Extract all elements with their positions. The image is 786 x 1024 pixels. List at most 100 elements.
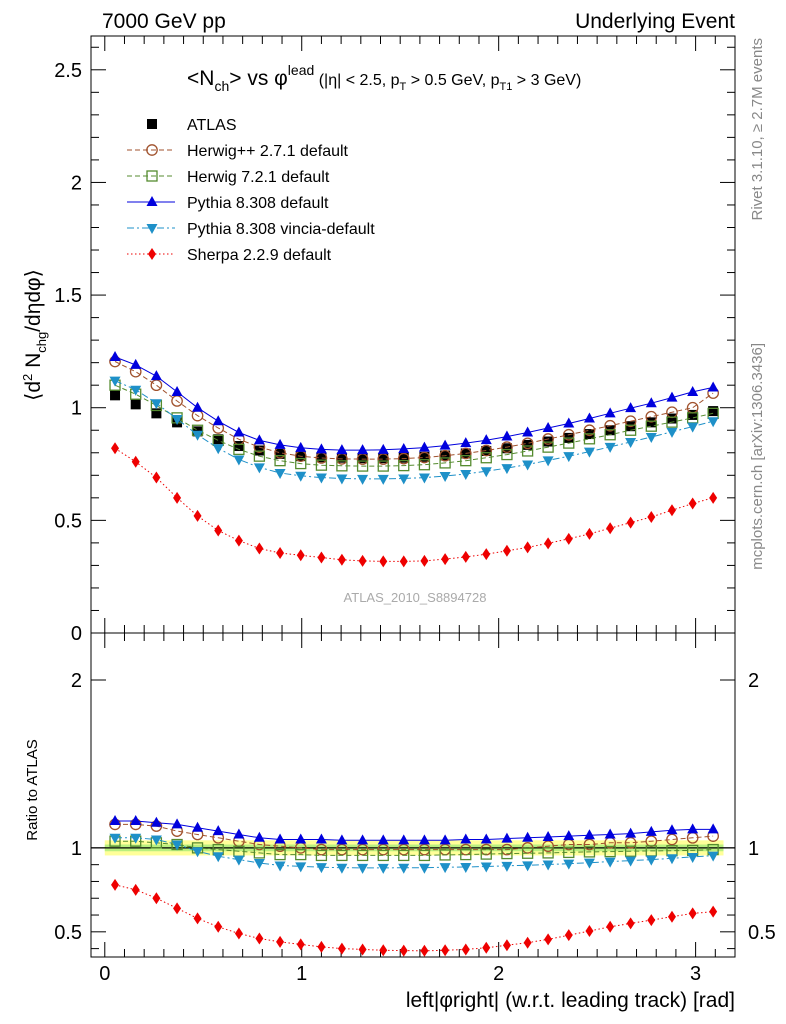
data-point-herwig-7-2-1-default — [356, 460, 369, 472]
plot-title-sub2: T — [400, 81, 407, 93]
data-point-sherpa-2-2-9-default — [482, 548, 491, 561]
data-point-sherpa-2-2-9-default — [358, 554, 367, 567]
ratio-point-sherpa-2-2-9-default — [337, 942, 346, 955]
data-point-herwig-7-2-1-default — [336, 460, 348, 472]
ratio-point-pythia-8-308-default — [109, 815, 121, 826]
ratio-point-sherpa-2-2-9-default — [564, 929, 573, 942]
legend-marker-pythia-8-308-default — [146, 196, 158, 206]
data-point-herwig-2-7-1-default — [418, 451, 431, 464]
legend-label-vincia: Pythia 8.308 vincia-default — [187, 221, 375, 238]
data-point-atlas — [666, 413, 677, 424]
data-point-atlas — [213, 434, 224, 445]
plot-title-sub1: ch — [214, 78, 229, 94]
ratio-series-pythia-8-308-default — [109, 815, 719, 845]
ratio-point-herwig-7-2-1-default — [274, 848, 286, 861]
ratio-point-pythia-8-308-vincia-default — [233, 855, 245, 866]
data-point-pythia-8-308-vincia-default — [522, 460, 534, 471]
data-point-pythia-8-308-default — [583, 412, 595, 423]
ratio-point-pythia-8-308-default — [501, 832, 513, 843]
ratio-point-sherpa-2-2-9-default — [606, 920, 615, 933]
data-point-atlas — [233, 441, 244, 452]
data-point-sherpa-2-2-9-default — [255, 542, 264, 555]
data-point-pythia-8-308-default — [130, 358, 142, 369]
ratio-point-pythia-8-308-default — [274, 833, 286, 844]
ratio-point-sherpa-2-2-9-default — [276, 935, 285, 948]
data-point-herwig-7-2-1-default — [624, 424, 637, 436]
data-point-pythia-8-308-vincia-default — [109, 376, 121, 387]
ratio-point-herwig-2-7-1-default — [356, 843, 369, 856]
data-point-herwig-7-2-1-default — [645, 420, 657, 432]
data-point-sherpa-2-2-9-default — [441, 553, 450, 566]
ratio-line-sherpa-2-2-9-default — [114, 884, 714, 952]
data-point-sherpa-2-2-9-default — [564, 532, 573, 545]
ratio-point-herwig-2-7-1-default — [542, 840, 554, 853]
x-tick-label: 3 — [690, 963, 701, 985]
data-point-herwig-2-7-1-default — [604, 419, 616, 432]
ratio-point-herwig-7-2-1-default — [439, 849, 451, 861]
data-point-pythia-8-308-vincia-default — [192, 430, 204, 441]
ratio-point-sherpa-2-2-9-default — [441, 944, 450, 957]
ratio-point-pythia-8-308-default — [439, 834, 451, 845]
y-title-sup: 2 — [20, 374, 35, 381]
ratio-point-pythia-8-308-default — [315, 833, 327, 844]
data-point-sherpa-2-2-9-default — [502, 544, 511, 557]
data-point-sherpa-2-2-9-default — [173, 491, 182, 504]
ratio-point-herwig-7-2-1-default — [418, 849, 431, 862]
ratio-point-pythia-8-308-default — [233, 828, 245, 839]
legend-markers — [127, 119, 175, 260]
ratio-point-herwig-2-7-1-default — [397, 843, 410, 856]
data-point-herwig-7-2-1-default — [418, 459, 431, 471]
ratio-point-pythia-8-308-default — [295, 833, 307, 844]
data-point-sherpa-2-2-9-default — [688, 497, 697, 510]
ratio-point-sherpa-2-2-9-default — [688, 907, 697, 920]
legend-label-herwig7: Herwig 7.2.1 default — [187, 169, 330, 186]
mcplots-label: mcplots.cern.ch [arXiv:1306.3436] — [749, 343, 766, 570]
data-point-atlas — [357, 453, 368, 464]
ratio-point-pythia-8-308-default — [583, 829, 595, 840]
ratio-point-pythia-8-308-vincia-default — [192, 847, 204, 858]
data-point-herwig-2-7-1-default — [377, 453, 390, 465]
data-point-herwig-7-2-1-default — [377, 460, 389, 472]
x-tick-label: 1 — [296, 963, 307, 985]
ratio-point-sherpa-2-2-9-default — [626, 917, 635, 930]
data-point-sherpa-2-2-9-default — [626, 516, 635, 529]
data-point-pythia-8-308-default — [377, 443, 389, 454]
legend-marker-sherpa-2-2-9-default — [148, 248, 156, 260]
legend-marker-pythia-8-308-vincia-default — [146, 224, 158, 234]
ratio-point-sherpa-2-2-9-default — [502, 939, 511, 952]
legend-marker-herwig-7-2-1-default — [146, 170, 158, 182]
ratio-point-sherpa-2-2-9-default — [461, 943, 470, 956]
ratio-point-pythia-8-308-vincia-default — [460, 863, 472, 874]
ratio-line-pythia-8-308-default — [115, 820, 714, 841]
ratio-point-sherpa-2-2-9-default — [399, 944, 408, 957]
ratio-point-pythia-8-308-default — [212, 825, 224, 836]
header-right: Underlying Event — [575, 10, 735, 33]
data-point-pythia-8-308-default — [480, 434, 492, 445]
ratio-point-herwig-7-2-1-default — [253, 847, 266, 859]
data-point-herwig-7-2-1-default — [398, 459, 410, 472]
ratio-point-pythia-8-308-default — [707, 823, 719, 834]
ratio-point-pythia-8-308-default — [171, 818, 183, 829]
ratio-point-pythia-8-308-default — [480, 833, 492, 844]
data-point-pythia-8-308-default — [666, 391, 678, 402]
ratio-point-pythia-8-308-vincia-default — [418, 863, 430, 874]
x-tick-label: 2 — [493, 963, 504, 985]
data-point-sherpa-2-2-9-default — [131, 455, 140, 468]
data-point-pythia-8-308-default — [150, 370, 162, 381]
ratio-point-herwig-2-7-1-default — [666, 833, 678, 846]
data-point-pythia-8-308-default — [707, 381, 719, 392]
plot-title-sub3: T1 — [500, 81, 513, 93]
data-point-sherpa-2-2-9-default — [585, 527, 594, 540]
main-y-tick-label: 2.5 — [54, 60, 82, 82]
ratio-y-tick-label-right: 1 — [748, 838, 759, 860]
y-title-c: /dηdφ⟩ — [22, 269, 45, 332]
ratio-point-pythia-8-308-vincia-default — [687, 852, 699, 863]
data-point-pythia-8-308-default — [171, 385, 183, 396]
ratio-point-sherpa-2-2-9-default — [255, 932, 264, 945]
data-point-pythia-8-308-default — [439, 439, 451, 450]
ratio-point-herwig-7-2-1-default — [501, 847, 513, 860]
ratio-point-pythia-8-308-vincia-default — [604, 857, 616, 868]
ratio-point-pythia-8-308-vincia-default — [130, 833, 142, 844]
data-point-pythia-8-308-default — [233, 426, 245, 437]
data-point-pythia-8-308-default — [460, 437, 472, 448]
